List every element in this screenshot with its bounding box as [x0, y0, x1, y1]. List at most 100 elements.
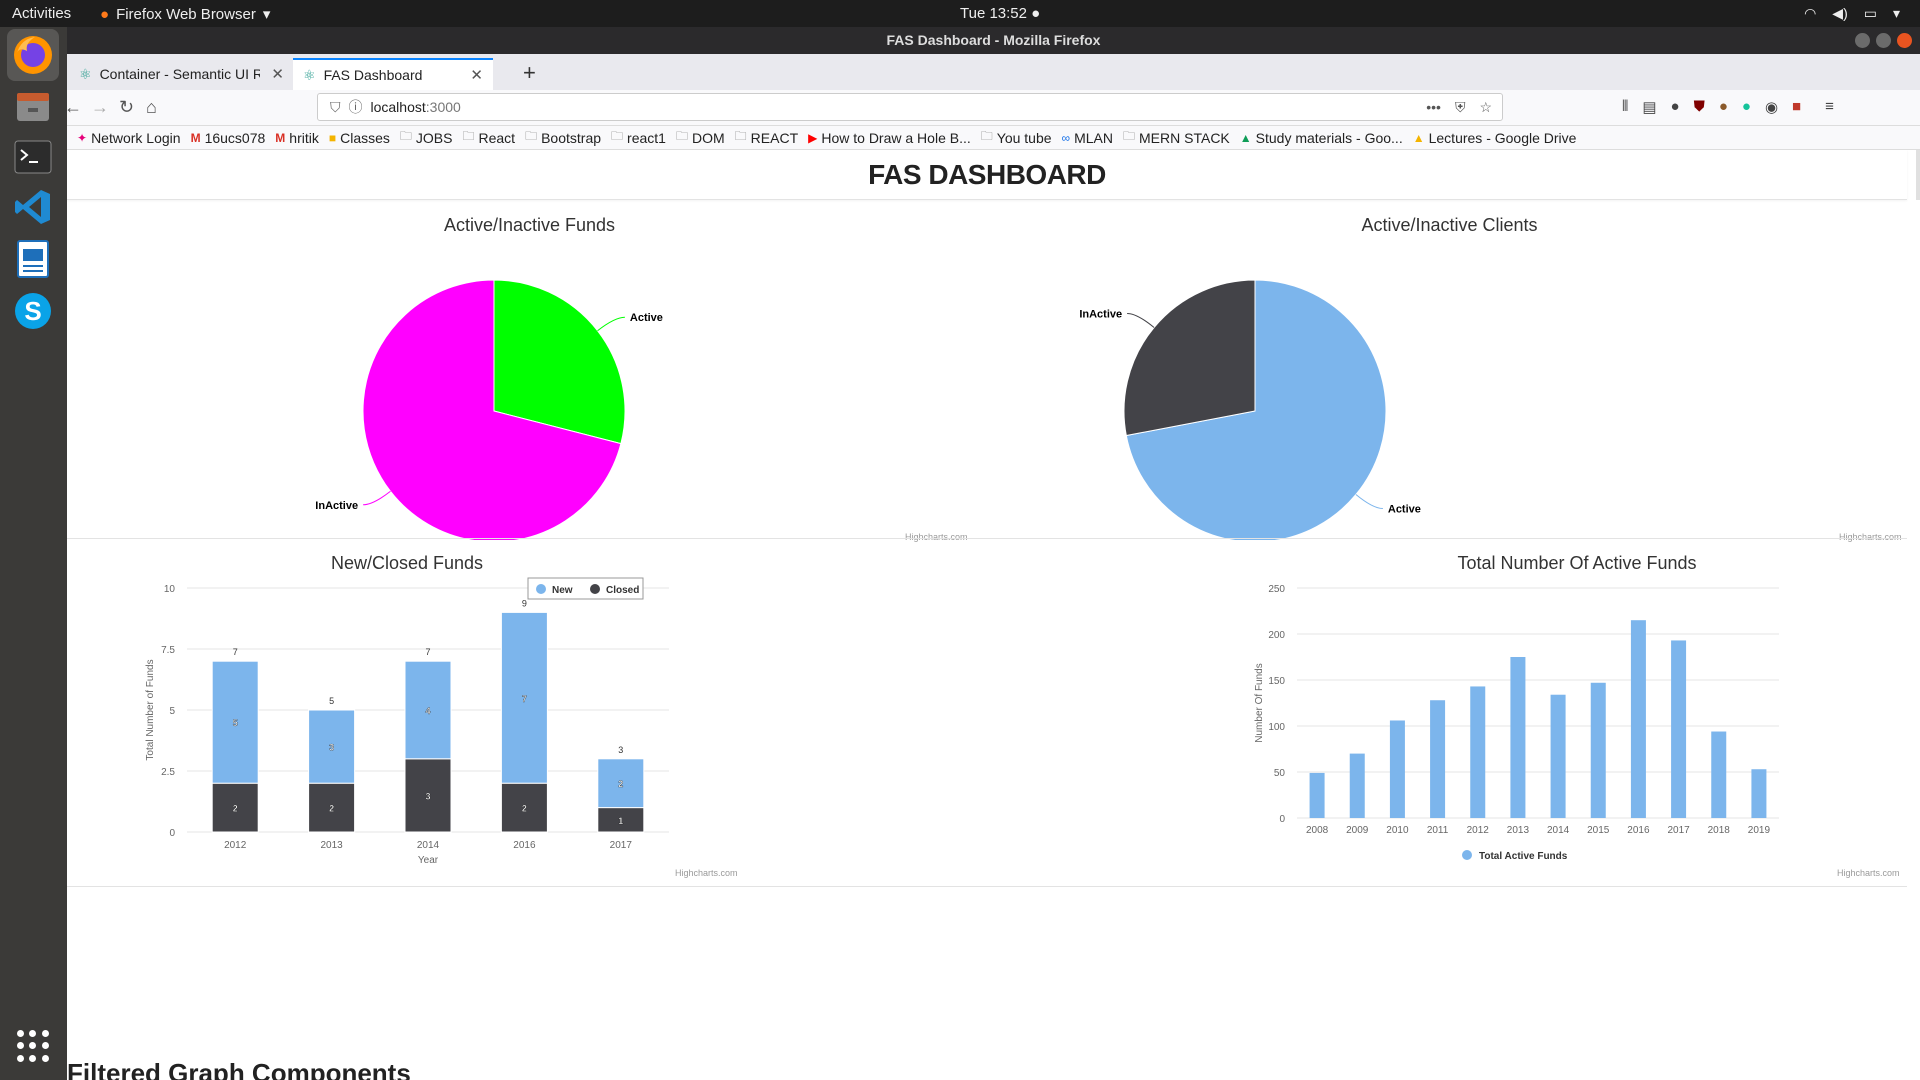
pie-slice-active[interactable] [493, 279, 626, 445]
bar-closed-2014[interactable] [404, 758, 452, 833]
bar-new-2017[interactable] [597, 758, 645, 809]
bookmark-item[interactable]: 🗀 You tube [981, 127, 1052, 148]
more-actions-icon[interactable]: ••• [1426, 98, 1441, 115]
chart-active-inactive-clients: Active/Inactive Clients Active InActive H… [987, 210, 1912, 542]
close-tab-icon[interactable]: ✕ [470, 67, 483, 84]
close-tab-icon[interactable]: ✕ [271, 66, 284, 83]
tab-fas-dashboard[interactable]: ⚛ FAS Dashboard ✕ [293, 58, 493, 90]
bar-active-funds-2008[interactable] [1309, 772, 1325, 818]
dock-files[interactable] [7, 81, 59, 133]
row-divider [67, 538, 1907, 539]
bookmark-star-icon[interactable]: ☆ [1479, 98, 1492, 115]
bookmark-label: How to Draw a Hole B... [821, 129, 971, 146]
legend-item-total-active-funds[interactable]: Total Active Funds [1479, 851, 1568, 862]
bar-active-funds-2019[interactable] [1751, 769, 1767, 818]
bar-active-funds-2017[interactable] [1671, 640, 1687, 818]
account-icon[interactable]: ● [1670, 98, 1680, 115]
bookmark-item[interactable]: ■ Classes [329, 130, 390, 146]
legend-marker[interactable] [536, 584, 546, 594]
legend-item-closed[interactable]: Closed [606, 585, 639, 596]
dock-firefox[interactable] [7, 29, 59, 81]
chart-credits[interactable]: Highcharts.com [675, 868, 738, 878]
bar-active-funds-2015[interactable] [1590, 682, 1606, 818]
bookmark-item[interactable]: 🗀 REACT [735, 127, 798, 148]
app-menu[interactable]: ● Firefox Web Browser ▾ [100, 5, 271, 24]
chart-credits[interactable]: Highcharts.com [905, 532, 968, 542]
pie-slice-active[interactable] [1125, 279, 1387, 540]
forward-button[interactable]: → [91, 97, 109, 117]
folder-icon: 🗀 [462, 129, 475, 143]
minimize-button[interactable] [1855, 33, 1870, 48]
bar-active-funds-2011[interactable] [1430, 700, 1446, 818]
bar-new-2012[interactable] [211, 660, 259, 784]
bookmark-item[interactable]: 🗀 JOBS [400, 127, 453, 148]
bar-new-2014[interactable] [404, 660, 452, 760]
bar-closed-2016[interactable] [500, 782, 548, 833]
bar-active-funds-2018[interactable] [1711, 731, 1727, 818]
activities-button[interactable]: Activities [12, 5, 72, 22]
reload-button[interactable]: ↻ [119, 97, 135, 117]
new-tab-button[interactable]: + [523, 60, 536, 85]
bar-active-funds-2013[interactable] [1510, 657, 1526, 818]
window-title: FAS Dashboard - Mozilla Firefox [886, 32, 1101, 48]
pie-slice-inactive[interactable] [1123, 279, 1256, 437]
legend-item-new[interactable]: New [552, 585, 573, 596]
extension-icon[interactable]: ◉ [1764, 99, 1779, 116]
x-tick-label: 2016 [1627, 825, 1650, 836]
chart-credits[interactable]: Highcharts.com [1837, 868, 1900, 878]
bookmark-item[interactable]: 🗀 react1 [611, 127, 666, 148]
maximize-button[interactable] [1876, 33, 1891, 48]
extension-red-icon[interactable]: ■ [1792, 98, 1802, 115]
bar-active-funds-2016[interactable] [1630, 620, 1646, 818]
bookmark-item[interactable]: M 16ucs078 [191, 130, 266, 146]
firefox-icon: ● [100, 5, 110, 23]
bar-active-funds-2012[interactable] [1470, 686, 1486, 818]
bar-closed-2013[interactable] [308, 782, 356, 833]
bar-active-funds-2010[interactable] [1389, 720, 1405, 818]
show-applications-icon[interactable] [17, 1030, 49, 1062]
bar-active-funds-2014[interactable] [1550, 694, 1566, 818]
cookie-icon[interactable]: ● [1718, 98, 1728, 115]
sidebar-icon[interactable]: ▤ [1642, 99, 1657, 116]
slice-connector [363, 490, 391, 506]
data-label: 2 [618, 779, 623, 789]
dock-writer[interactable] [7, 233, 59, 285]
library-icon[interactable]: ⫴ [1622, 98, 1629, 115]
legend-marker[interactable] [590, 584, 600, 594]
bookmark-item[interactable]: ∞ MLAN [1062, 130, 1113, 146]
tab-container-semantic[interactable]: ⚛ Container - Semantic UI R ✕ [69, 58, 294, 90]
bookmark-item[interactable]: 🗀 MERN STACK [1123, 127, 1230, 148]
bookmark-item[interactable]: ✦ Network Login [77, 130, 181, 146]
chevron-down-icon: ▾ [262, 6, 271, 23]
tab-bar: ⚛ Container - Semantic UI R ✕ ⚛ FAS Dash… [67, 54, 1920, 90]
system-tray[interactable]: ◠ ◀) ▭ ▾ [1804, 5, 1900, 22]
home-button[interactable]: ⌂ [146, 97, 157, 117]
clock[interactable]: Tue 13:52 ● [960, 5, 1040, 22]
ublock-icon[interactable]: ⛊ [1693, 98, 1705, 115]
bar-new-2016[interactable] [500, 611, 548, 784]
back-button[interactable]: ← [64, 97, 82, 117]
dock-terminal[interactable] [7, 131, 59, 183]
bookmark-item[interactable]: 🗀 Bootstrap [525, 127, 601, 148]
menu-icon[interactable]: ≡ [1825, 98, 1834, 115]
pie-chart-funds: Active InActive [315, 279, 663, 540]
grammarly-icon[interactable]: ● [1741, 98, 1751, 115]
close-window-button[interactable] [1897, 33, 1912, 48]
y-tick-label: 50 [1274, 768, 1286, 779]
chart-credits[interactable]: Highcharts.com [1839, 532, 1902, 542]
legend-marker[interactable] [1462, 850, 1472, 860]
bookmark-item[interactable]: 🗀 DOM [676, 127, 725, 148]
url-bar[interactable]: ⛉ ⓘ localhost:3000 ••• ⛨ ☆ [317, 93, 1503, 121]
bookmark-item[interactable]: ▶ How to Draw a Hole B... [808, 130, 971, 146]
bookmark-item[interactable]: ▲ Study materials - Goo... [1240, 130, 1403, 146]
bookmark-item[interactable]: ▲ Lectures - Google Drive [1413, 130, 1577, 146]
bar-active-funds-2009[interactable] [1349, 753, 1365, 818]
legend-box [527, 577, 644, 600]
dock-skype[interactable]: S [7, 285, 59, 337]
bar-new-2013[interactable] [308, 709, 356, 784]
bookmark-item[interactable]: 🗀 React [462, 127, 515, 148]
dock-vscode[interactable] [7, 181, 59, 233]
pocket-icon[interactable]: ⛨ [1454, 98, 1466, 115]
bookmark-label: REACT [750, 129, 799, 146]
